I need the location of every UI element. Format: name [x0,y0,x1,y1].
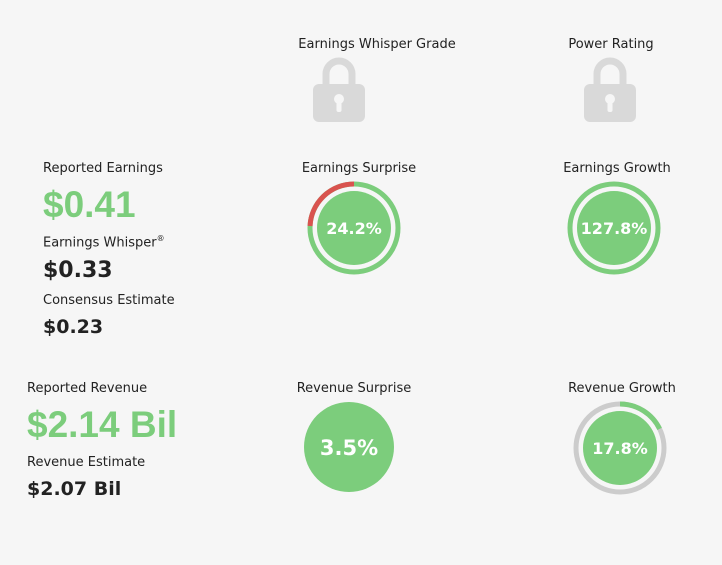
revenue-estimate-label: Revenue Estimate [27,455,146,470]
revenue-estimate-value: $2.07 Bil [27,478,122,500]
earnings-surprise-label: Earnings Surprise [301,161,417,176]
gauge-progress-arc [573,401,667,495]
reported-revenue-value: $2.14 Bil [27,404,178,445]
revenue-surprise-gauge: 3.5% [304,402,394,492]
revenue-surprise-label: Revenue Surprise [296,381,412,396]
revenue-growth-value: 17.8% [592,439,648,458]
earnings-surprise-value: 24.2% [326,219,382,238]
lock-icon [313,57,365,122]
consensus-estimate-label: Consensus Estimate [43,293,175,308]
earnings-whisper-grade-label: Earnings Whisper Grade [298,37,456,52]
gauge-progress-arc [307,181,401,275]
reported-earnings-label: Reported Earnings [43,161,163,176]
consensus-estimate-value: $0.23 [43,316,104,338]
revenue-surprise-value: 3.5% [320,436,378,460]
earnings-growth-value: 127.8% [581,219,648,238]
power-rating-label: Power Rating [568,37,654,52]
reported-earnings-value: $0.41 [43,184,136,225]
earnings-whisper-value: $0.33 [43,258,113,283]
earnings-whisper-label: Earnings Whisper® [43,234,165,251]
earnings-growth-label: Earnings Growth [563,161,671,176]
lock-icon [584,57,636,122]
earnings-growth-gauge: 127.8% [567,181,661,275]
revenue-growth-label: Revenue Growth [568,381,676,396]
revenue-growth-gauge: 17.8% [573,401,667,495]
gauge-track [567,181,661,275]
reported-revenue-label: Reported Revenue [27,381,148,396]
earnings-surprise-gauge: 24.2% [307,181,401,275]
